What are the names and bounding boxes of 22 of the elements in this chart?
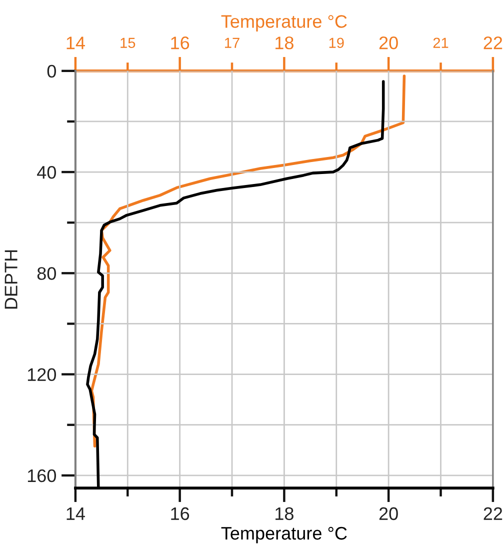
y-tick-label: 40 <box>37 166 56 179</box>
y-axis-title: DEPTH <box>4 250 18 309</box>
y-tick-label: 0 <box>47 64 56 78</box>
x2-tick-label: 22 <box>484 36 502 50</box>
x2-tick-label: 21 <box>433 38 448 48</box>
x-tick-label: 14 <box>66 507 85 520</box>
x-axis-title: Temperature °C <box>221 526 347 544</box>
x2-tick-label: 17 <box>225 38 240 48</box>
x-tick-label: 22 <box>484 507 502 520</box>
x2-axis-title: Temperature °C <box>221 15 347 32</box>
x2-tick-label: 20 <box>379 36 398 50</box>
x2-tick-label: 19 <box>329 38 344 48</box>
x-tick-label: 16 <box>171 507 190 520</box>
x2-tick-label: 18 <box>276 36 294 50</box>
x2-tick-label: 16 <box>171 36 190 50</box>
y-tick-label: 80 <box>37 267 56 280</box>
y-tick-label: 160 <box>28 469 56 482</box>
y-tick-label: 120 <box>28 368 56 382</box>
x-tick-label: 20 <box>379 507 398 520</box>
x-tick-label: 18 <box>276 507 294 520</box>
x2-tick-label: 14 <box>66 36 85 50</box>
x2-tick-label: 15 <box>120 38 136 48</box>
